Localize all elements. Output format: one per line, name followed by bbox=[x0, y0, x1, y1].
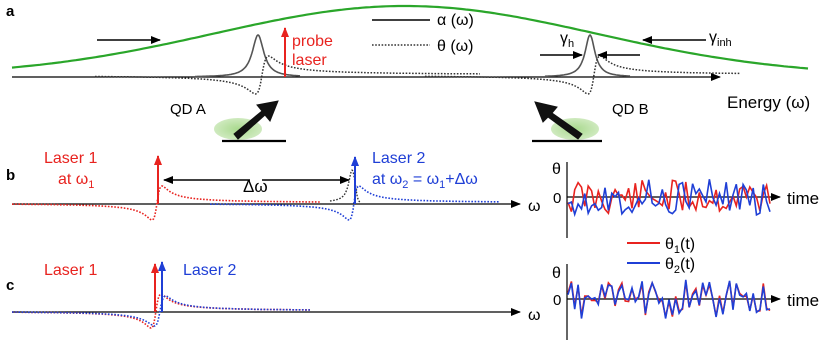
panel-c: c ω Laser 1 Laser 2 θ 0 time bbox=[6, 261, 819, 340]
legend-theta-label: θ (ω) bbox=[437, 38, 474, 55]
svg-text:at ω1: at ω1 bbox=[58, 171, 94, 191]
legend-theta2-sub: 2 bbox=[674, 264, 680, 276]
panel-b: b ω Laser 1 at ω1 Laser 2 at ω2 = ω1+Δω … bbox=[6, 150, 819, 276]
panel-b-omega-label: ω bbox=[528, 198, 541, 215]
qd-b-theta-curve bbox=[424, 55, 740, 95]
svg-text:γinh: γinh bbox=[709, 29, 732, 49]
qd-b-label: QD B bbox=[612, 101, 649, 118]
laser2-eq: = ω bbox=[408, 171, 439, 188]
qd-a-arrow-icon bbox=[233, 100, 279, 140]
theta1-trace-b bbox=[567, 179, 771, 216]
svg-text:γh: γh bbox=[560, 30, 574, 50]
probe-laser-label-line1: probe bbox=[292, 33, 333, 50]
qd-b-alpha-curve bbox=[544, 34, 631, 78]
laser2-tail: +Δω bbox=[445, 171, 478, 188]
legend-theta1-symbol: θ bbox=[665, 236, 674, 253]
gamma-inh-symbol: γ bbox=[709, 29, 717, 46]
qd-a-theta-curve bbox=[95, 55, 480, 95]
panel-b-zero-tick: 0 bbox=[553, 190, 561, 207]
svg-text:θ1(t): θ1(t) bbox=[665, 236, 695, 256]
inhomogeneous-envelope bbox=[11, 4, 809, 70]
legend-alpha-label: α (ω) bbox=[437, 12, 474, 29]
svg-text:θ2(t): θ2(t) bbox=[665, 256, 695, 276]
theta2-trace-c bbox=[567, 279, 771, 319]
panel-c-time-label: time bbox=[787, 291, 819, 310]
panel-a-label: a bbox=[6, 3, 15, 20]
qd-a-label: QD A bbox=[170, 101, 206, 118]
qd-b-dot: QD B bbox=[532, 101, 649, 143]
svg-text:at ω2 = ω1+Δω: at ω2 = ω1+Δω bbox=[372, 171, 478, 191]
probe-laser-label-line2: laser bbox=[292, 52, 327, 69]
laser1-label: Laser 1 bbox=[44, 150, 97, 167]
panel-b-time-label: time bbox=[787, 189, 819, 208]
laser2-label-c: Laser 2 bbox=[183, 262, 236, 279]
laser2-at: at ω bbox=[372, 171, 402, 188]
panel-c-omega-label: ω bbox=[528, 307, 541, 324]
laser2-sub2: 1 bbox=[439, 179, 445, 191]
energy-axis-label: Energy (ω) bbox=[727, 93, 810, 112]
qd-b-arrow-icon bbox=[534, 101, 583, 140]
panel-a: a Energy (ω) probe laser α (ω) θ (ω) γh … bbox=[6, 3, 810, 143]
legend-theta1-tail: (t) bbox=[680, 236, 695, 253]
gamma-h-subscript: h bbox=[568, 38, 574, 50]
legend-theta2-tail: (t) bbox=[680, 256, 695, 273]
laser1-sub: 1 bbox=[88, 179, 94, 191]
panel-b-label: b bbox=[6, 167, 15, 184]
laser2-sub: 2 bbox=[402, 179, 408, 191]
laser1-label-c: Laser 1 bbox=[44, 262, 97, 279]
theta2-trace-b bbox=[567, 179, 771, 218]
qd-a-alpha-curve bbox=[195, 34, 301, 78]
laser1-response-curve bbox=[12, 185, 320, 221]
gamma-inh-subscript: inh bbox=[717, 37, 732, 49]
laser2-label: Laser 2 bbox=[372, 150, 425, 167]
panel-c-theta-label: θ bbox=[552, 265, 561, 282]
laser1-at: at ω bbox=[58, 171, 88, 188]
panel-b-theta-label: θ bbox=[552, 161, 561, 178]
gamma-h-symbol: γ bbox=[560, 30, 568, 47]
panel-c-zero-tick: 0 bbox=[553, 292, 561, 309]
panel-c-label: c bbox=[6, 277, 14, 294]
legend-theta2-symbol: θ bbox=[665, 256, 674, 273]
delta-omega-label: Δω bbox=[243, 177, 268, 196]
legend-theta1-sub: 1 bbox=[674, 244, 680, 256]
qd-a-dot: QD A bbox=[170, 100, 286, 143]
